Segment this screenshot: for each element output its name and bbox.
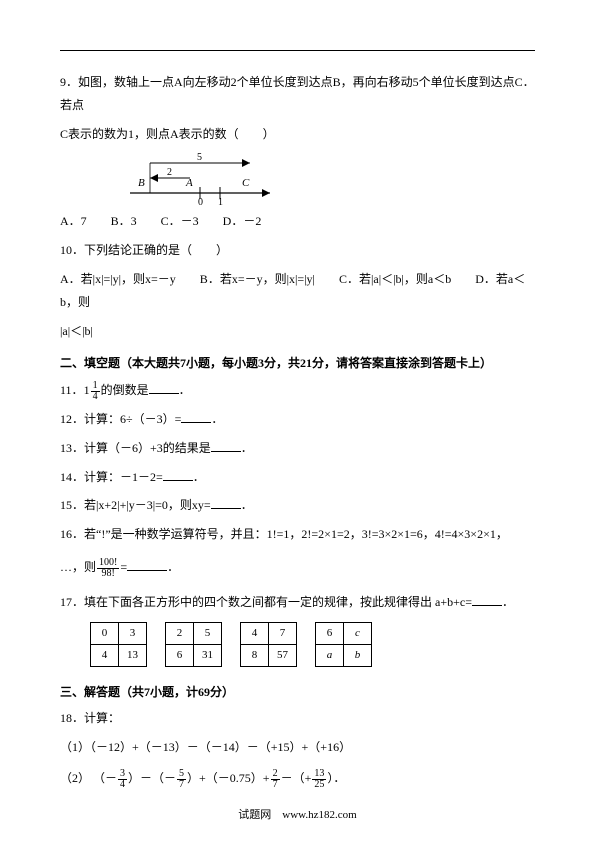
tick1: 1 — [218, 197, 223, 206]
q15: 15．若|x+2|+|y－3|=0，则xy=． — [60, 494, 535, 517]
square-4: 6cab — [315, 622, 372, 667]
labA: A — [185, 177, 193, 189]
q9-line1: 9．如图，数轴上一点A向左移动2个单位长度到达点B，再向右移动5个单位长度到达点… — [60, 71, 535, 117]
q18-p1: （1）（－12）+（－13）－（－14）－（+15）+（+16） — [60, 736, 535, 759]
square-3: 47857 — [240, 622, 297, 667]
q10-lead: 10．下列结论正确的是（ ） — [60, 239, 535, 262]
section3-title: 三、解答题（共7小题，计69分） — [60, 681, 535, 704]
q18-p2: （2） （－34）－（－57）+（－0.75）+27－（+1325）． — [60, 767, 535, 790]
labC: C — [242, 177, 250, 189]
labB: B — [138, 177, 145, 189]
len2: 2 — [167, 167, 172, 178]
q13: 13．计算（－6）+3的结果是． — [60, 437, 535, 460]
square-2: 25631 — [165, 622, 222, 667]
section2-title: 二、填空题（本大题共7小题，每小题3分，共21分，请将答案直接涂到答题卡上） — [60, 352, 535, 375]
q16b: …，则100!98!=． — [60, 556, 535, 579]
q10-opts: A．若|x|=|y|，则x=－y B．若x=－y，则|x|=|y| C．若|a|… — [60, 268, 535, 314]
q9-line2: C表示的数为1，则点A表示的数（ ） — [60, 123, 535, 146]
len5: 5 — [197, 152, 202, 163]
tick0: 0 — [198, 197, 203, 206]
q14: 14．计算：－1－2=． — [60, 466, 535, 489]
square-1: 03413 — [90, 622, 147, 667]
q18-head: 18．计算： — [60, 707, 535, 730]
q9-options: A．7 B．3 C．－3 D．－2 — [60, 210, 535, 233]
q11: 11．114的倒数是． — [60, 379, 535, 402]
q16a: 16．若“!”是一种数学运算符号，并且：1!=1，2!=2×1=2，3!=3×2… — [60, 523, 535, 546]
q12: 12．计算：6÷（－3）=． — [60, 408, 535, 431]
q9-diagram: 0 1 5 2 B A C — [120, 151, 535, 206]
q17-text: 17．填在下面各正方形中的四个数之间都有一定的规律，按此规律得出 a+b+c=． — [60, 591, 535, 614]
q10-tail: |a|＜|b| — [60, 320, 535, 343]
page-footer: 试题网 www.hz182.com — [0, 805, 595, 826]
q17-squares: 03413 25631 47857 6cab — [90, 622, 535, 667]
